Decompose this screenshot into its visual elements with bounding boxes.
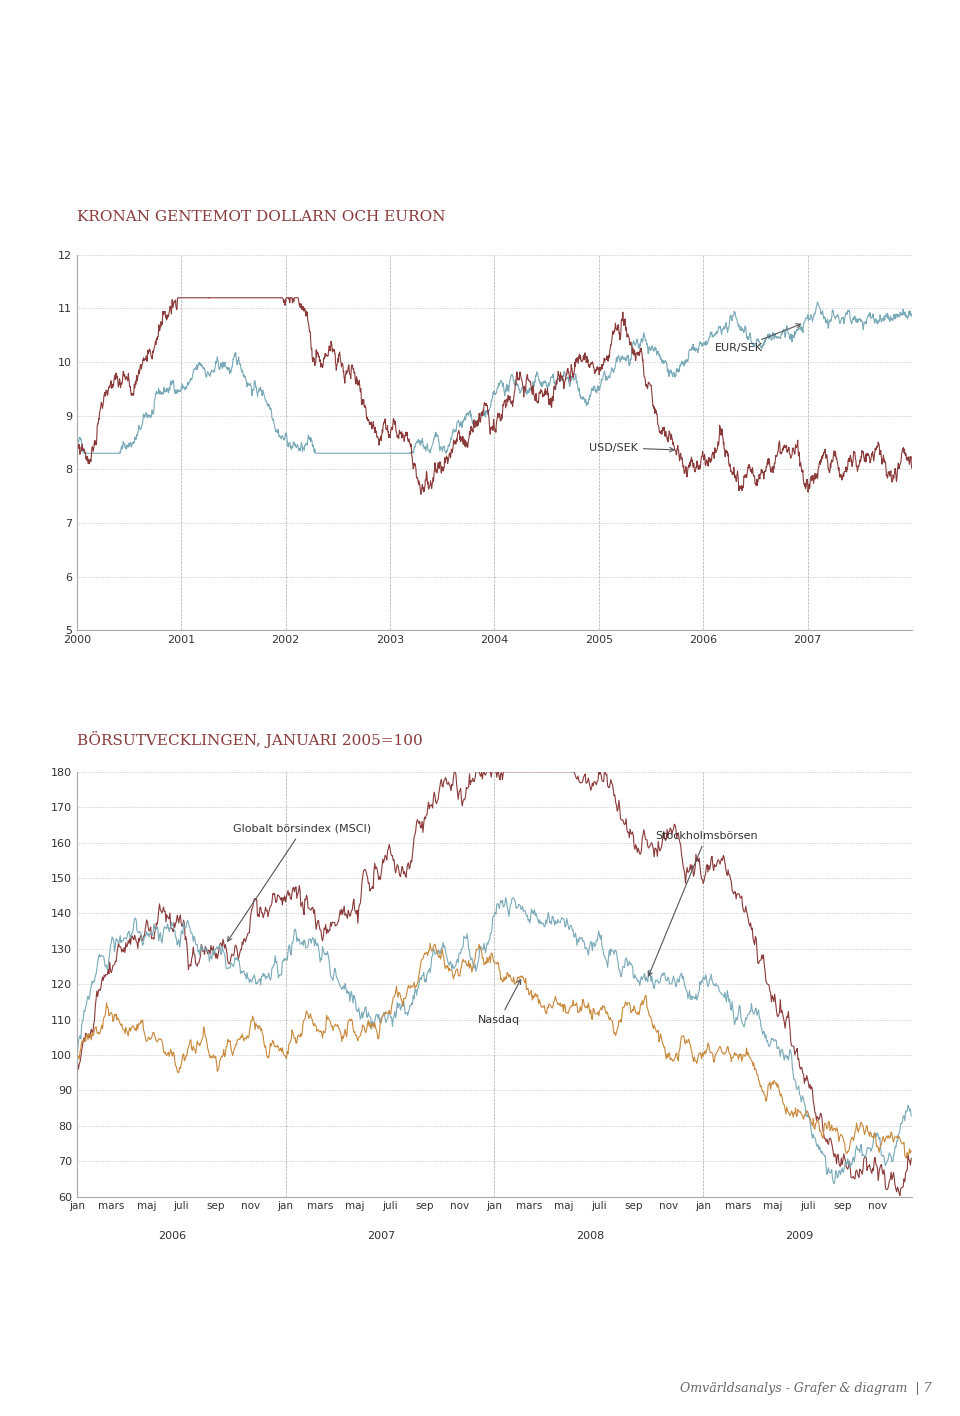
Text: EUR/SEK: EUR/SEK (715, 324, 801, 354)
Text: BÖRSUTVECKLINGEN, JANUARI 2005=100: BÖRSUTVECKLINGEN, JANUARI 2005=100 (77, 731, 422, 748)
Text: Nasdaq: Nasdaq (478, 980, 520, 1025)
Text: Stockholmsbörsen: Stockholmsbörsen (648, 831, 757, 976)
Text: 2009: 2009 (784, 1231, 813, 1240)
Text: 2008: 2008 (576, 1231, 604, 1240)
Text: KRONAN GENTEMOT DOLLARN OCH EURON: KRONAN GENTEMOT DOLLARN OCH EURON (77, 210, 445, 224)
Text: Omvärldsanalys - Grafer & diagram  | 7: Omvärldsanalys - Grafer & diagram | 7 (680, 1382, 931, 1395)
Text: USD/SEK: USD/SEK (589, 443, 674, 453)
Text: Globalt börsindex (MSCI): Globalt börsindex (MSCI) (228, 824, 372, 942)
Text: 2006: 2006 (158, 1231, 186, 1240)
Text: 2007: 2007 (367, 1231, 396, 1240)
